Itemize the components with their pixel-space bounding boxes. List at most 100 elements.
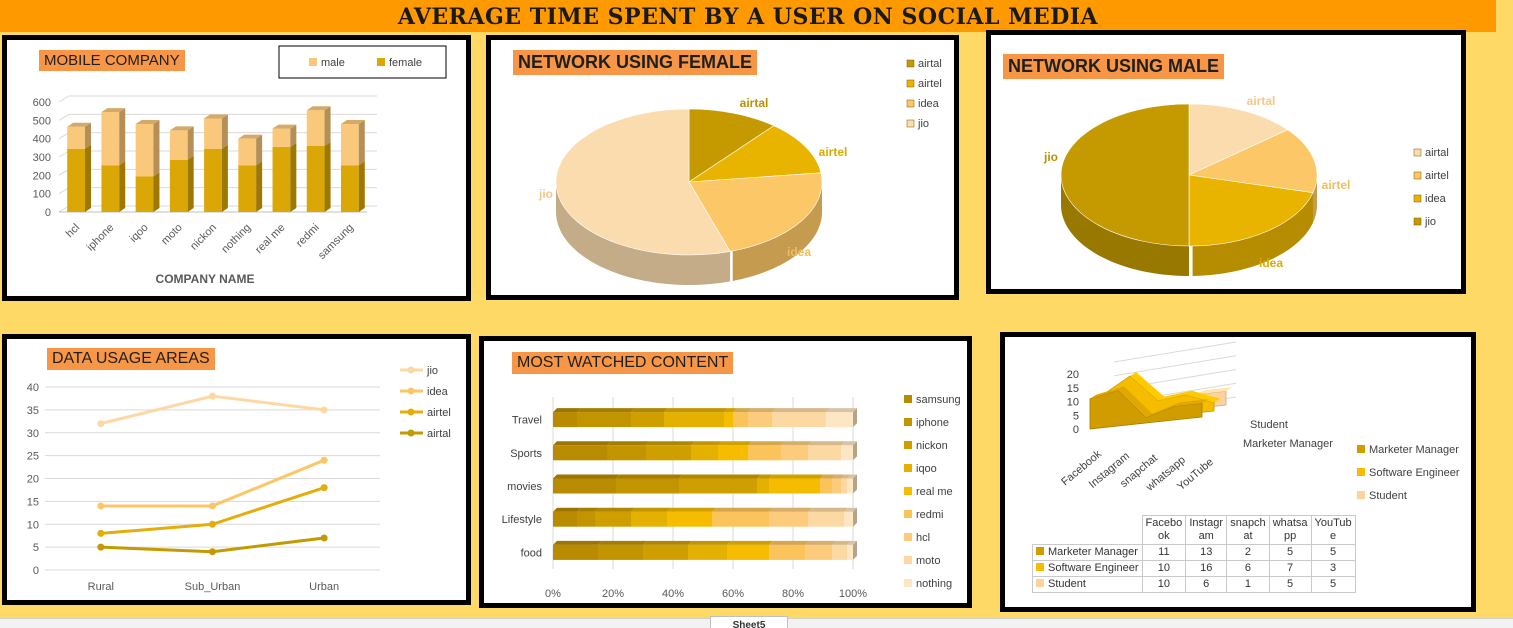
x-tick-label: real me [253, 222, 287, 256]
bar-end-cap [853, 507, 857, 527]
bar-segment-top [769, 540, 809, 545]
legend-swatch [904, 464, 912, 472]
table-cell: 11 [1141, 544, 1187, 561]
bar-top-male [169, 126, 194, 131]
panel-mobile-company[interactable]: MOBILE COMPANY 0 100 200 300 400 500 600 hcl iph… [2, 35, 471, 301]
table-cell: 6 [1226, 560, 1270, 577]
y-tick-label: 100 [33, 189, 51, 201]
bar-top-male [306, 106, 331, 111]
bar-segment-redmi [733, 412, 748, 428]
bar-segment-nothing [847, 544, 853, 560]
pie-slice-airtel [687, 125, 822, 183]
legend-marker [407, 429, 415, 437]
depth-label: Student [1250, 419, 1288, 431]
x-tick-label: Rural [88, 581, 114, 593]
table-cell: 7 [1268, 560, 1312, 577]
area-ridge-Software Engineer [1102, 372, 1220, 403]
sheet-tab[interactable]: Sheet5 [710, 616, 788, 628]
panel-platforms[interactable]: 0 5 10 15 20 Facebook Instagram snapchat whatsap… [1000, 332, 1476, 612]
bar-segment-iqoo [631, 511, 667, 527]
x-tick-label: Sub_Urban [185, 581, 241, 593]
depth-label: Marketer Manager [1243, 438, 1333, 450]
bar-segment-top [553, 408, 581, 413]
pie-slice-airtal [688, 108, 775, 183]
table-row: Marketer Manager 11 13 2 5 5 [1032, 544, 1356, 561]
table-row-label: Student [1032, 576, 1143, 593]
bar-side-female [358, 161, 365, 212]
bar-segment-top [553, 441, 611, 446]
legend-swatch [1357, 468, 1365, 476]
y-tick-label: 0 [1073, 424, 1079, 436]
bar-segment-iphone [577, 511, 595, 527]
mobile-company-chart: 0 100 200 300 400 500 600 hcl iphone iqoo moto nick… [33, 45, 447, 286]
bar-top-male [101, 108, 126, 113]
bar-top-male [238, 134, 263, 139]
panel-network-female[interactable]: NETWORK USING FEMALE airtal airtel idea jio… [486, 35, 959, 300]
bar-segment-iqoo [757, 478, 769, 494]
bar-segment-real me [724, 412, 733, 428]
bar-female [272, 146, 291, 212]
bar-segment-top [646, 441, 695, 446]
bar-segment-top [805, 540, 836, 545]
x-tick-label: 20% [602, 588, 624, 600]
bar-segment-nickon [631, 412, 664, 428]
legend-label: iphone [916, 417, 949, 429]
panel-network-male[interactable]: NETWORK USING MALE airtal airtel idea jio ai… [986, 30, 1466, 294]
page-title: AVERAGE TIME SPENT BY A USER ON SOCIAL M… [397, 4, 1099, 30]
bar-end-cap [853, 474, 857, 494]
x-tick-label: 100% [839, 588, 867, 600]
bar-segment-hcl [781, 445, 808, 461]
bar-segment-top [748, 408, 776, 413]
bar-side-male [119, 108, 126, 166]
bar-segment-nickon [646, 445, 691, 461]
y-tick-label: movies [507, 481, 542, 493]
bar-segment-iphone [577, 412, 631, 428]
bar-segment-samsung [553, 511, 577, 527]
legend-label: airtal [1425, 147, 1449, 159]
data-point-airtel [320, 484, 328, 492]
legend-label: nothing [916, 578, 952, 590]
data-point-airtel [97, 529, 105, 537]
bar-segment-iphone [607, 445, 646, 461]
y-tick-label: 40 [27, 382, 39, 394]
bar-segment-iqoo [691, 445, 718, 461]
bar-segment-redmi [712, 511, 769, 527]
bar-male [272, 128, 291, 147]
y-tick-label: 0 [33, 565, 39, 577]
bar-segment-nothing [844, 511, 853, 527]
bar-segment-top [667, 507, 716, 512]
bar-segment-real me [769, 478, 820, 494]
bar-male [238, 138, 257, 166]
bar-side-male [221, 114, 228, 149]
data-point-airtel [209, 520, 216, 528]
bar-female [238, 165, 257, 212]
panel-data-usage[interactable]: DATA USAGE AREAS 0 5 10 15 20 25 30 35 40 Rural Su… [2, 334, 471, 605]
bar-female [67, 148, 86, 212]
panel-most-watched[interactable]: MOST WATCHED CONTENT 0% 20% 40% 60% 80% 100% T… [479, 336, 972, 608]
table-cell: 10 [1141, 576, 1187, 593]
y-tick-label: 15 [1067, 383, 1079, 395]
bar-segment-nickon [679, 478, 757, 494]
bar-male [204, 118, 222, 149]
data-point-idea [320, 456, 328, 464]
x-tick-label: 60% [722, 588, 744, 600]
bar-segment-top [643, 540, 692, 545]
bar-segment-top [832, 474, 845, 479]
bar-segment-top [577, 408, 635, 413]
legend-swatch [904, 579, 912, 587]
pie-side-jio [1061, 175, 1189, 276]
chart-title-female: NETWORK USING FEMALE [513, 50, 757, 75]
data-point-airtal [209, 548, 216, 556]
legend-marker [407, 387, 415, 395]
y-tick-label: 5 [33, 542, 39, 554]
bar-segment-samsung [553, 544, 598, 560]
bar-segment-top [841, 441, 857, 446]
bar-segment-moto [832, 544, 847, 560]
pie-side-idea [732, 183, 822, 281]
bar-side-female [85, 144, 92, 212]
bar-top-male [204, 114, 228, 119]
pie-side-airtel [1312, 175, 1317, 223]
bar-side-female [119, 161, 126, 212]
data-point-airtal [320, 534, 328, 542]
table-header-cell: YouTub e [1310, 515, 1356, 545]
